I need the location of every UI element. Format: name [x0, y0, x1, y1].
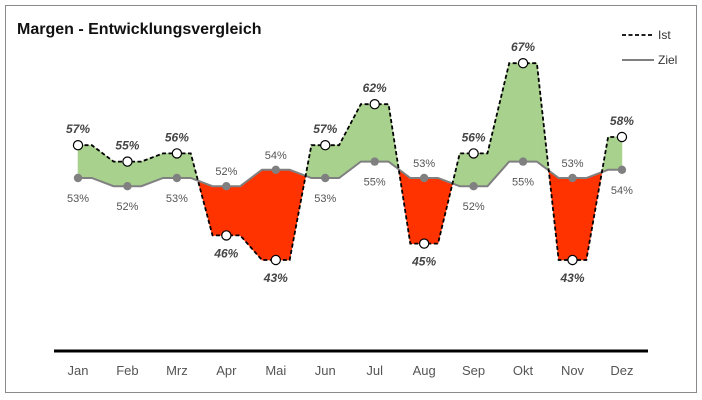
- point-ziel: [518, 157, 528, 166]
- point-ziel: [370, 157, 379, 166]
- point-ziel: [123, 182, 132, 191]
- data-label-ziel: 53%: [561, 158, 583, 170]
- point-ziel: [419, 173, 429, 183]
- point-ist: [517, 58, 529, 69]
- data-label-ziel: 53%: [166, 193, 188, 205]
- x-tick-label: Dez: [610, 363, 633, 378]
- point-ziel: [222, 182, 231, 191]
- x-tick-label: Jul: [366, 363, 383, 378]
- x-tick-label: Jun: [315, 363, 336, 378]
- x-tick-label: Sep: [462, 363, 485, 378]
- fill-segment: [508, 62, 538, 162]
- line-ist: [78, 62, 622, 261]
- point-ist: [270, 254, 281, 266]
- data-label-ist: 58%: [610, 114, 634, 128]
- data-label-ist: 45%: [411, 255, 436, 269]
- point-ist: [72, 139, 84, 151]
- point-ist: [369, 98, 380, 110]
- data-label-ist: 43%: [559, 271, 584, 285]
- x-tick-label: Mrz: [166, 363, 188, 378]
- point-ziel: [617, 165, 627, 174]
- fill-segment: [601, 136, 609, 173]
- point-ziel: [271, 165, 280, 174]
- data-label-ist: 56%: [462, 130, 486, 144]
- data-label-ist: 67%: [511, 40, 535, 54]
- line-ziel: [78, 160, 622, 188]
- x-tick-label: Feb: [116, 363, 138, 378]
- x-axis-ticks: Jan Feb Mrz Apr Mai Jun Jul Aug Sep Okt Nov Dez: [68, 363, 634, 378]
- data-label-ziel: 52%: [215, 166, 237, 178]
- fill-segment: [261, 169, 290, 261]
- fill-segment: [558, 177, 587, 261]
- data-label-ziel: 52%: [116, 201, 138, 213]
- data-label-ziel: 52%: [463, 201, 485, 213]
- fill-segment: [338, 104, 362, 179]
- point-ziel: [469, 182, 478, 191]
- legend-label-ist: Ist: [658, 28, 671, 42]
- data-label-ziel: 55%: [364, 177, 386, 189]
- data-label-ist: 62%: [363, 81, 387, 95]
- x-tick-label: Jan: [68, 363, 89, 378]
- fill-segment: [77, 144, 93, 179]
- x-tick-label: Aug: [413, 363, 436, 378]
- fill-segment: [410, 177, 439, 244]
- point-ist: [418, 238, 430, 249]
- data-label-ziel: 53%: [67, 193, 89, 205]
- series-points: [72, 58, 628, 266]
- fill-segment: [607, 136, 623, 171]
- point-ziel: [73, 173, 83, 183]
- chart-title: Margen - Entwicklungsvergleich: [17, 21, 262, 38]
- data-label-ist: 57%: [66, 122, 90, 136]
- fill-segment: [360, 103, 389, 162]
- point-ist: [221, 230, 232, 241]
- point-ziel: [321, 173, 330, 183]
- fill-segment: [212, 185, 241, 236]
- data-label-ziel: 55%: [512, 177, 534, 189]
- data-label-ist: 55%: [115, 139, 139, 153]
- point-ist: [171, 148, 183, 159]
- point-ist: [320, 139, 331, 151]
- x-tick-label: Okt: [513, 363, 534, 378]
- data-label-ziel: 53%: [413, 158, 435, 170]
- data-labels: 57% 53% 55% 52% 56% 53% 46% 52% 43% 54% 57% 53% 62% 5…: [66, 40, 634, 285]
- point-ist: [122, 156, 133, 167]
- data-label-ist: 43%: [263, 271, 288, 285]
- point-ist: [468, 148, 479, 159]
- point-ziel: [172, 173, 182, 183]
- data-label-ist: 46%: [213, 246, 238, 260]
- x-tick-label: Mai: [265, 363, 286, 378]
- data-label-ziel: 54%: [611, 185, 633, 197]
- series-lines: [78, 62, 622, 261]
- point-ist: [616, 131, 628, 143]
- data-label-ziel: 53%: [314, 193, 336, 205]
- point-ist: [567, 254, 578, 266]
- x-tick-label: Apr: [216, 363, 237, 378]
- x-tick-label: Nov: [561, 363, 585, 378]
- data-label-ist: 56%: [165, 130, 189, 144]
- data-label-ist: 57%: [313, 122, 337, 136]
- legend-label-ziel: Ziel: [658, 53, 677, 67]
- fill-segment: [487, 63, 510, 187]
- point-ziel: [568, 173, 577, 183]
- legend: Ist Ziel: [622, 28, 677, 67]
- data-label-ziel: 54%: [265, 150, 287, 162]
